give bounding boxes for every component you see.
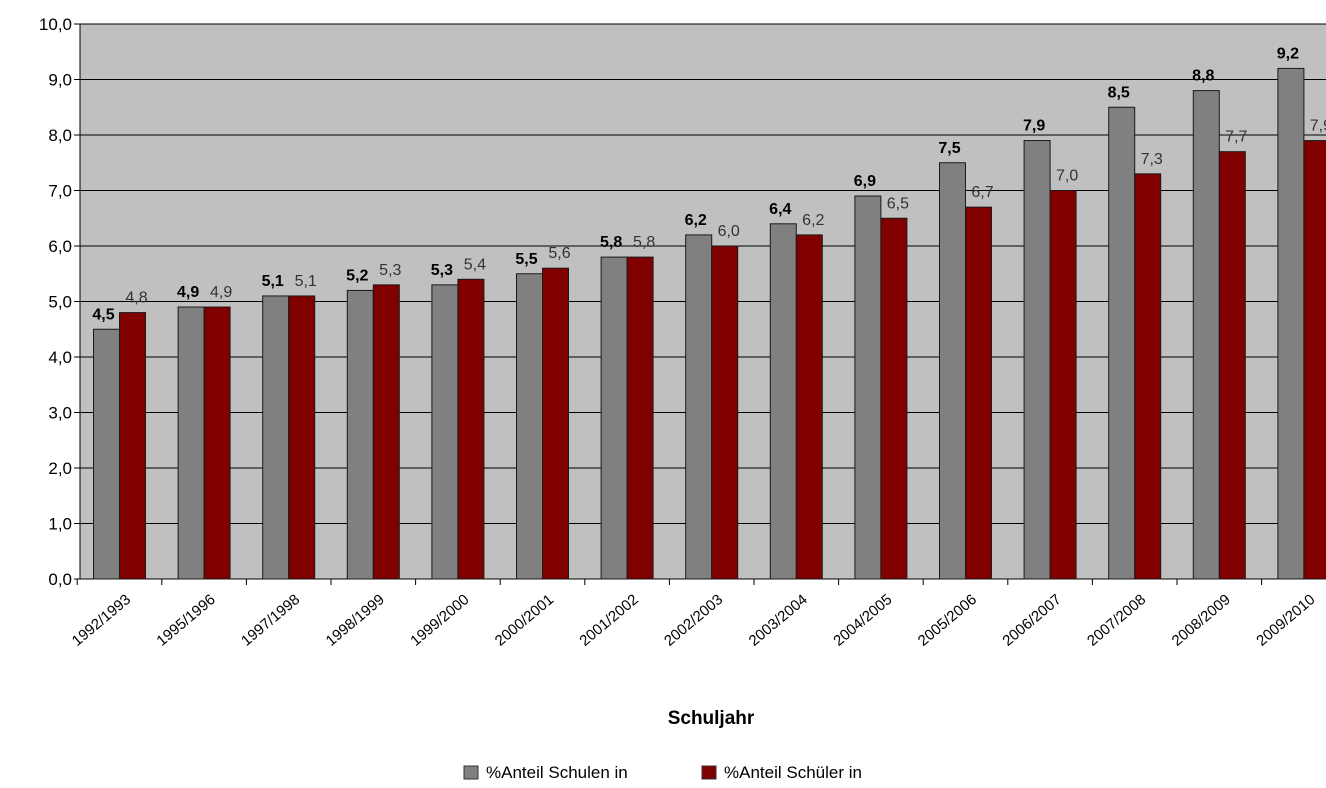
y-tick-label: 10,0 <box>39 15 72 34</box>
data-label-schueler: 5,8 <box>633 234 655 251</box>
x-axis-title: Schuljahr <box>668 708 755 729</box>
data-label-schueler: 7,7 <box>1225 129 1247 146</box>
data-label-schulen: 6,4 <box>769 201 791 218</box>
bar-schueler <box>966 207 992 579</box>
x-tick-label: 2005/2006 <box>915 591 980 650</box>
y-tick-label: 3,0 <box>48 404 72 423</box>
x-tick-label: 2002/2003 <box>661 591 726 650</box>
data-label-schueler: 7,9 <box>1310 118 1326 135</box>
data-label-schulen: 5,5 <box>515 251 537 268</box>
y-tick-label: 7,0 <box>48 182 72 201</box>
bar-schulen <box>855 196 881 579</box>
bar-schueler <box>373 285 399 579</box>
data-label-schueler: 4,8 <box>125 290 147 307</box>
x-axis-ticks: 1992/1993 1995/1996 1997/1998 1998/1999 1999… <box>69 579 1319 650</box>
bar-schueler <box>1219 152 1245 579</box>
x-tick-label: 2003/2004 <box>746 591 811 650</box>
data-label-schueler: 7,0 <box>1056 168 1078 185</box>
x-tick-label: 1995/1996 <box>153 591 218 650</box>
legend-swatch-schueler <box>702 766 716 779</box>
data-label-schulen: 4,5 <box>92 306 114 323</box>
bar-schulen <box>1024 141 1050 579</box>
data-label-schueler: 5,6 <box>548 245 570 262</box>
legend: %Anteil Schulen in %Anteil Schüler in <box>464 763 862 782</box>
data-label-schulen: 6,9 <box>854 173 876 190</box>
data-label-schueler: 7,3 <box>1141 151 1163 168</box>
bar-schueler <box>289 296 315 579</box>
bar-schueler <box>627 257 653 579</box>
data-label-schulen: 6,2 <box>685 212 707 229</box>
bar-schueler <box>204 307 230 579</box>
bar-schulen <box>94 329 120 579</box>
x-tick-label: 2006/2007 <box>999 591 1064 650</box>
bar-schueler <box>1050 191 1076 580</box>
data-label-schulen: 7,5 <box>938 140 960 157</box>
bar-schulen <box>432 285 458 579</box>
bar-schueler <box>712 246 738 579</box>
bar-schulen <box>686 235 712 579</box>
bar-schulen <box>601 257 627 579</box>
bar-schueler <box>1135 174 1161 579</box>
x-tick-label: 2004/2005 <box>830 591 895 650</box>
data-label-schueler: 5,3 <box>379 262 401 279</box>
x-tick-label: 2007/2008 <box>1084 591 1149 650</box>
bar-schulen <box>347 290 373 579</box>
data-label-schueler: 6,0 <box>718 223 740 240</box>
data-label-schulen: 8,5 <box>1108 84 1130 101</box>
x-tick-label: 2001/2002 <box>576 591 641 650</box>
data-label-schulen: 9,2 <box>1277 45 1299 62</box>
data-label-schueler: 5,4 <box>464 256 486 273</box>
x-tick-label: 1999/2000 <box>407 591 472 650</box>
legend-label-schueler: %Anteil Schüler in <box>724 763 862 782</box>
y-tick-label: 1,0 <box>48 515 72 534</box>
y-tick-label: 0,0 <box>48 570 72 589</box>
x-tick-label: 1997/1998 <box>238 591 303 650</box>
y-axis-ticks: 0,0 1,0 2,0 3,0 4,0 5,0 6,0 7,0 8,0 9,0 10,0 <box>39 15 80 589</box>
bar-schulen <box>770 224 796 579</box>
x-tick-label: 1992/1993 <box>69 591 134 650</box>
data-label-schueler: 5,1 <box>295 273 317 290</box>
bar-schulen <box>1193 91 1219 579</box>
bar-schueler <box>120 313 146 579</box>
data-label-schulen: 5,3 <box>431 262 453 279</box>
data-label-schulen: 5,8 <box>600 234 622 251</box>
legend-label-schulen: %Anteil Schulen in <box>486 763 628 782</box>
bar-schueler <box>543 268 569 579</box>
bar-schueler <box>796 235 822 579</box>
x-tick-label: 1998/1999 <box>323 591 388 650</box>
bar-schueler <box>1304 141 1326 579</box>
data-label-schulen: 4,9 <box>177 284 199 301</box>
bar-schulen <box>1109 107 1135 579</box>
y-tick-label: 4,0 <box>48 348 72 367</box>
y-tick-label: 6,0 <box>48 237 72 256</box>
data-label-schulen: 5,2 <box>346 267 368 284</box>
y-tick-label: 2,0 <box>48 459 72 478</box>
data-label-schulen: 7,9 <box>1023 118 1045 135</box>
bar-schulen <box>263 296 289 579</box>
data-label-schulen: 5,1 <box>262 273 284 290</box>
x-tick-label: 2000/2001 <box>492 591 557 650</box>
bar-schulen <box>940 163 966 579</box>
x-tick-label: 2008/2009 <box>1169 591 1234 650</box>
bar-schulen <box>517 274 543 579</box>
data-label-schulen: 8,8 <box>1192 68 1214 85</box>
y-tick-label: 5,0 <box>48 293 72 312</box>
bar-schulen <box>1278 68 1304 579</box>
bar-schulen <box>178 307 204 579</box>
y-tick-label: 8,0 <box>48 126 72 145</box>
legend-swatch-schulen <box>464 766 478 779</box>
x-tick-label: 2009/2010 <box>1253 591 1318 650</box>
data-label-schueler: 6,5 <box>887 195 909 212</box>
y-tick-label: 9,0 <box>48 71 72 90</box>
data-label-schueler: 4,9 <box>210 284 232 301</box>
data-label-schueler: 6,2 <box>802 212 824 229</box>
bar-schueler <box>881 218 907 579</box>
data-label-schueler: 6,7 <box>971 184 993 201</box>
bar-schueler <box>458 279 484 579</box>
